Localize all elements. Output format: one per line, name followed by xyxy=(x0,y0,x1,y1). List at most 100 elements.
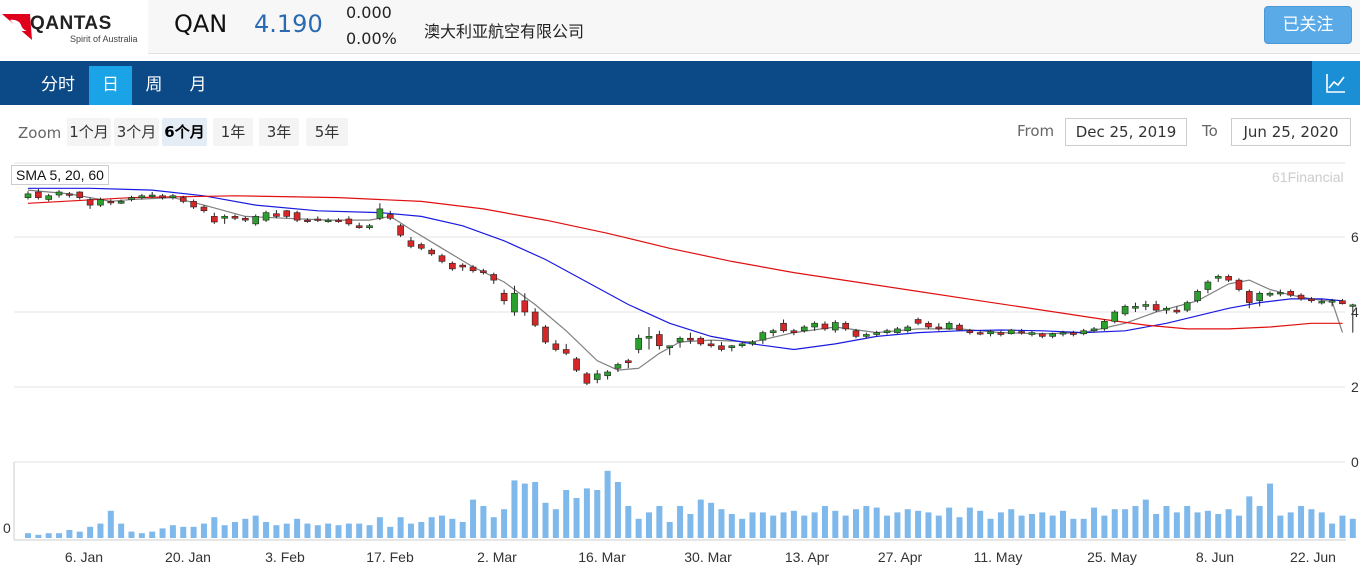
volume-bar xyxy=(832,510,839,538)
volume-bar xyxy=(718,509,725,538)
volume-bar xyxy=(1256,506,1263,538)
tab-daily[interactable]: 日 xyxy=(89,66,132,105)
volume-bar xyxy=(273,525,280,538)
candle-body xyxy=(417,244,425,249)
volume-bar xyxy=(325,523,332,538)
volume-bar xyxy=(480,506,487,538)
tab-weekly[interactable]: 周 xyxy=(145,75,163,95)
company-name: 澳大利亚航空有限公司 xyxy=(424,22,585,41)
candle-body xyxy=(148,194,156,197)
candle-body xyxy=(86,199,94,206)
tab-intraday[interactable]: 分时 xyxy=(41,75,75,95)
volume-bar xyxy=(221,525,228,538)
volume-bar xyxy=(821,506,828,538)
candle-body xyxy=(935,326,943,330)
volume-bar xyxy=(687,514,694,538)
candle-body xyxy=(842,322,849,330)
candle-body xyxy=(1111,311,1119,322)
volume-bar xyxy=(697,499,704,538)
zoom-1m-button[interactable]: 1个月 xyxy=(67,118,111,146)
candle-body xyxy=(1090,328,1098,332)
zoom-1y-button[interactable]: 1年 xyxy=(213,118,253,146)
candle-body xyxy=(1287,291,1294,296)
candle-body xyxy=(925,322,932,328)
volume-bar xyxy=(335,525,342,538)
volume-bar xyxy=(1298,506,1305,538)
zoom-5y-button[interactable]: 5年 xyxy=(306,118,348,146)
candle-body xyxy=(314,218,322,221)
last-price: 4.190 xyxy=(254,10,323,38)
volume-bar xyxy=(470,499,477,538)
candle-body xyxy=(790,330,798,333)
volume-bar xyxy=(376,517,383,538)
volume-bar xyxy=(387,526,394,538)
volume-bar xyxy=(904,509,911,538)
logo-tagline: Spirit of Australia xyxy=(70,34,138,44)
volume-bar xyxy=(1028,514,1035,538)
candle-body xyxy=(759,332,767,341)
price-tick-label: 4 xyxy=(1351,304,1359,320)
volume-bar xyxy=(604,470,611,538)
volume-bar xyxy=(873,507,880,538)
volume-bar xyxy=(1101,515,1108,538)
candle-body xyxy=(397,225,404,236)
zoom-3y-button[interactable]: 3年 xyxy=(259,118,299,146)
candle-body xyxy=(1349,304,1357,307)
volume-bar xyxy=(190,526,197,538)
line-chart-icon xyxy=(1326,74,1345,93)
volume-bar xyxy=(56,533,63,538)
zoom-6m-button[interactable]: 6个月 xyxy=(162,118,207,146)
volume-bar xyxy=(863,506,870,538)
volume-bar xyxy=(1349,518,1356,538)
volume-bar xyxy=(801,515,808,538)
candle-body xyxy=(107,201,115,204)
from-date-input[interactable]: Dec 25, 2019 xyxy=(1065,118,1187,146)
price-axis-labels: 0 2 4 6 xyxy=(1351,229,1359,470)
candle-body xyxy=(273,213,280,217)
header-bar: QANTAS Spirit of Australia QAN 4.190 0.0… xyxy=(0,0,1360,54)
date-tick-label: 16. Mar xyxy=(578,549,626,565)
logo-wordmark: QANTAS xyxy=(30,13,112,34)
volume-bar xyxy=(35,534,42,538)
chart-type-button[interactable] xyxy=(1312,61,1360,105)
date-tick-label: 3. Feb xyxy=(265,549,305,565)
candle-body xyxy=(738,343,746,347)
volume-bar xyxy=(304,523,311,538)
price-volume-chart[interactable]: 0 0 2 4 6 6. Jan 20. Jan 3. Feb 17. Feb 2. Mar 1… xyxy=(0,160,1360,571)
candle-body xyxy=(1246,291,1253,303)
candle-body xyxy=(117,201,125,204)
candle-body xyxy=(645,336,653,339)
candle-body xyxy=(904,326,912,332)
volume-bar xyxy=(946,507,953,538)
to-date-input[interactable]: Jun 25, 2020 xyxy=(1231,118,1351,146)
volume-bar xyxy=(1246,496,1253,538)
candle-body xyxy=(1318,301,1326,304)
tab-monthly[interactable]: 月 xyxy=(189,75,207,95)
price-gridlines xyxy=(14,162,1345,463)
to-label: To xyxy=(1202,122,1218,140)
volume-bar xyxy=(749,512,756,538)
candle-body xyxy=(355,225,363,228)
volume-bar xyxy=(242,518,249,538)
candle-body xyxy=(697,337,705,345)
volume-bar xyxy=(594,490,601,538)
candle-body xyxy=(500,292,508,302)
sma-legend: SMA 5, 20, 60 xyxy=(11,165,109,185)
candle-body xyxy=(614,364,622,369)
volume-bar xyxy=(1204,510,1211,538)
candle-body xyxy=(552,343,560,350)
volume-bar xyxy=(915,510,922,538)
candle-body xyxy=(1266,292,1274,296)
candle-body xyxy=(811,322,818,328)
volume-bar xyxy=(1184,506,1191,538)
candle-body xyxy=(1235,279,1243,290)
zoom-3m-button[interactable]: 3个月 xyxy=(114,118,159,146)
candle-body xyxy=(1039,333,1046,337)
volume-bar xyxy=(780,512,787,538)
volume-bar xyxy=(1215,514,1222,538)
date-tick-label: 8. Jun xyxy=(1196,549,1234,565)
volume-bar xyxy=(1235,515,1242,538)
follow-button[interactable]: 已关注 xyxy=(1264,6,1352,44)
volume-bar xyxy=(842,515,849,538)
volume-bar xyxy=(1225,509,1232,538)
